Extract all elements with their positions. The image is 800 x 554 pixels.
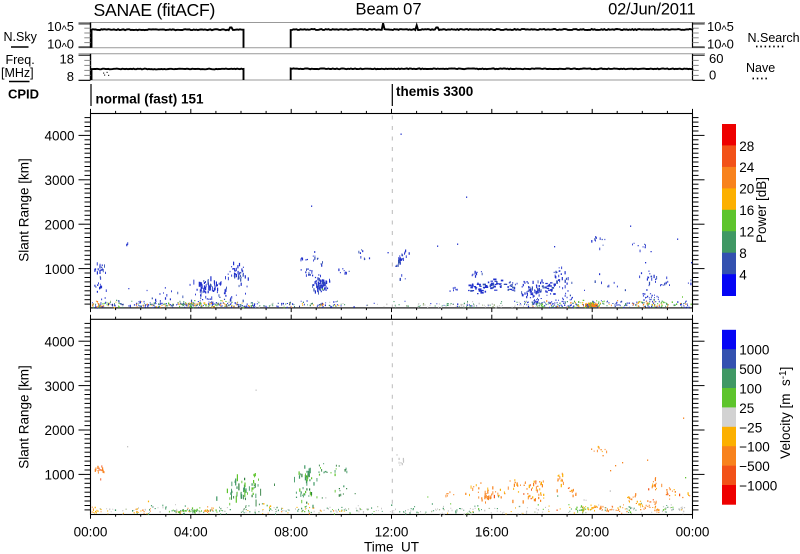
svg-text:12: 12 — [739, 225, 754, 240]
svg-text:12:00: 12:00 — [375, 525, 409, 540]
svg-text:−500: −500 — [739, 459, 769, 474]
svg-text:0: 0 — [709, 68, 716, 83]
svg-text:SANAE (fitACF): SANAE (fitACF) — [94, 0, 216, 20]
svg-text:20: 20 — [739, 182, 754, 197]
svg-text:28: 28 — [739, 139, 754, 154]
svg-text:Slant Range [km]: Slant Range [km] — [17, 158, 32, 262]
svg-text:Velocity [m s-1]: Velocity [m s-1] — [778, 367, 793, 459]
svg-text:1000: 1000 — [44, 262, 74, 277]
svg-text:Freq.: Freq. — [6, 53, 35, 67]
svg-text:Slant Range [km]: Slant Range [km] — [17, 365, 32, 469]
svg-text:20:00: 20:00 — [575, 525, 609, 540]
svg-text:25: 25 — [739, 401, 754, 416]
svg-text:08:00: 08:00 — [274, 525, 308, 540]
svg-text:4000: 4000 — [44, 129, 74, 144]
svg-text:10^0: 10^0 — [707, 37, 734, 54]
svg-text:10^0: 10^0 — [47, 37, 74, 54]
svg-text:10^5: 10^5 — [47, 19, 74, 36]
svg-text:02/Jun/2011: 02/Jun/2011 — [608, 1, 695, 19]
svg-text:2000: 2000 — [44, 217, 74, 232]
svg-text:−25: −25 — [739, 420, 762, 435]
svg-text:1000: 1000 — [739, 343, 769, 358]
svg-text:4: 4 — [739, 268, 747, 283]
svg-text:4000: 4000 — [44, 334, 74, 349]
svg-text:CPID: CPID — [8, 87, 39, 102]
svg-text:−100: −100 — [739, 440, 769, 455]
svg-text:N.Search: N.Search — [748, 31, 800, 45]
svg-text:04:00: 04:00 — [174, 525, 208, 540]
svg-text:3000: 3000 — [44, 173, 74, 188]
svg-text:00:00: 00:00 — [676, 525, 710, 540]
svg-text:normal (fast) 151: normal (fast) 151 — [96, 92, 205, 107]
svg-text:themis 3300: themis 3300 — [396, 84, 473, 99]
svg-text:N.Sky: N.Sky — [4, 30, 38, 44]
svg-text:16: 16 — [739, 203, 754, 218]
svg-text:[MHz]: [MHz] — [1, 66, 34, 80]
svg-text:−1000: −1000 — [739, 479, 777, 494]
svg-text:Nave: Nave — [746, 61, 775, 75]
svg-text:10^5: 10^5 — [707, 19, 734, 36]
svg-text:00:00: 00:00 — [74, 525, 108, 540]
svg-text:100: 100 — [739, 382, 762, 397]
svg-text:24: 24 — [739, 160, 755, 175]
svg-text:Beam 07: Beam 07 — [355, 1, 421, 19]
svg-text:500: 500 — [739, 362, 762, 377]
svg-text:Time UT: Time UT — [364, 540, 419, 554]
svg-text:3000: 3000 — [44, 379, 74, 394]
svg-text:60: 60 — [709, 51, 723, 66]
svg-text:8: 8 — [67, 69, 74, 84]
svg-text:Power [dB]: Power [dB] — [754, 177, 769, 243]
svg-text:1000: 1000 — [44, 468, 74, 483]
svg-text:2000: 2000 — [44, 423, 74, 438]
svg-text:8: 8 — [739, 246, 747, 261]
svg-text:18: 18 — [60, 52, 74, 67]
svg-text:16:00: 16:00 — [475, 525, 509, 540]
